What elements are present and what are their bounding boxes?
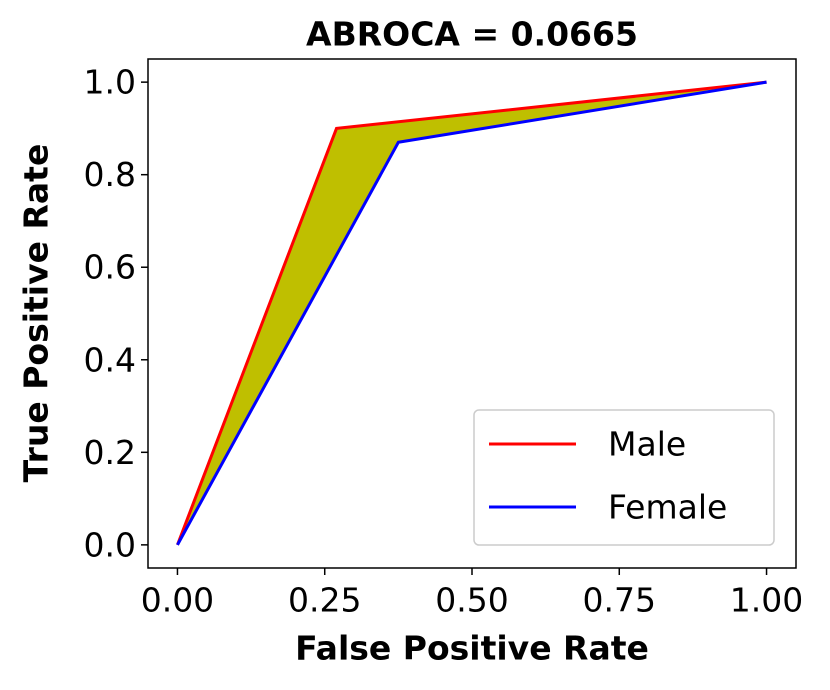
legend-label: Male [608,425,686,464]
y-axis-label: True Positive Rate [17,144,56,483]
x-tick-label: 0.00 [141,581,214,620]
x-axis-label: False Positive Rate [295,629,649,668]
plot-frame [147,58,797,569]
y-tick-label: 0.0 [84,525,136,564]
y-tick-label: 1.0 [84,63,136,102]
abroca-area [177,82,767,545]
series-line [176,80,767,546]
x-tick-label: 0.25 [288,581,361,620]
y-tick-label: 0.8 [84,155,136,194]
x-tick-label: 0.75 [583,581,656,620]
series-line [176,80,767,546]
y-tick-label: 0.4 [84,340,136,379]
y-tick-label: 0.6 [84,248,136,287]
legend-label: Female [608,488,727,527]
x-tick-label: 0.50 [435,581,508,620]
y-tick-label: 0.2 [84,433,136,472]
chart-title: ABROCA = 0.0665 [306,15,638,54]
x-tick-label: 1.00 [730,581,803,620]
